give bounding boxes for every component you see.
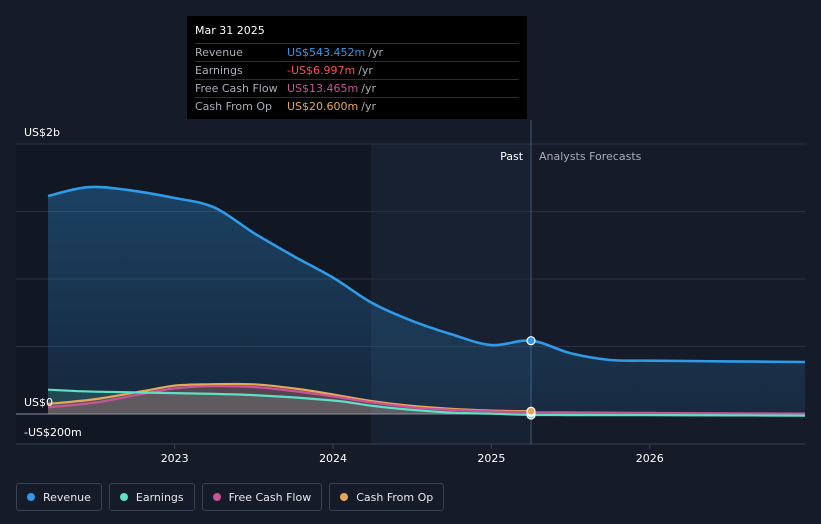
tooltip-row-cash-from-op: Cash From Op US$20.600m /yr (195, 97, 519, 115)
tooltip-row-revenue: Revenue US$543.452m /yr (195, 43, 519, 61)
cash-from-op-dot-icon (340, 493, 349, 501)
revenue-dot-icon (27, 493, 35, 501)
chart-area: US$2b US$0 -US$200m 2023 2024 2025 2026 Past Ana… (16, 120, 806, 465)
legend-label: Earnings (135, 490, 184, 504)
legend-label: Free Cash Flow (228, 490, 312, 504)
legend-label: Revenue (43, 490, 91, 504)
legend-item-revenue[interactable]: Revenue (16, 483, 102, 511)
tooltip-row-free-cash-flow: Free Cash Flow US$13.465m /yr (195, 79, 519, 97)
legend-item-cash-from-op[interactable]: Cash From Op (329, 483, 445, 511)
tooltip-date: Mar 31 2025 (195, 24, 265, 37)
tooltip-row-earnings: Earnings -US$6.997m /yr (195, 61, 519, 79)
hover-tooltip: Mar 31 2025 Revenue US$543.452m /yr Earn… (187, 16, 527, 119)
free-cash-flow-area (48, 386, 805, 414)
free-cash-flow-line (47, 385, 806, 415)
y-label-bottom: -US$200m (24, 426, 82, 439)
forecast-label: Analysts Forecasts (539, 150, 642, 163)
y-label-zero: US$0 (24, 396, 53, 409)
legend-item-free-cash-flow[interactable]: Free Cash Flow (201, 483, 323, 511)
legend-item-earnings[interactable]: Earnings (108, 483, 195, 511)
tooltip-value: US$20.600m (287, 100, 359, 113)
y-label-top: US$2b (24, 126, 60, 139)
earnings-area (48, 389, 805, 416)
tooltip-unit: /yr (358, 64, 373, 77)
revenue-area (48, 186, 805, 414)
revenue-line (47, 185, 806, 364)
tooltip-label: Cash From Op (195, 100, 273, 113)
x-tick-label-2025: 2025 (477, 452, 505, 465)
tooltip-value: US$13.465m (287, 82, 359, 95)
tooltip-label: Earnings (195, 64, 243, 77)
tooltip-label: Free Cash Flow (195, 82, 278, 95)
x-tick-label-2026: 2026 (636, 452, 664, 465)
revenue-marker-point (526, 336, 536, 346)
tooltip-unit: /yr (361, 82, 376, 95)
chart-legend: Revenue Earnings Free Cash Flow Cash Fro… (16, 483, 445, 511)
legend-label: Cash From Op (356, 490, 434, 504)
tooltip-unit: /yr (368, 46, 383, 59)
tooltip-unit: /yr (361, 100, 376, 113)
past-label: Past (500, 150, 524, 163)
tooltip-label: Revenue (195, 46, 243, 59)
earnings-dot-icon (119, 493, 128, 501)
x-tick-label-2024: 2024 (319, 452, 347, 465)
tooltip-value: -US$6.997m (287, 64, 356, 77)
x-tick-label-2023: 2023 (161, 452, 189, 465)
earnings-line (47, 388, 806, 417)
cash-from-op-marker-point (526, 406, 536, 416)
free-cash-flow-dot-icon (212, 493, 221, 501)
tooltip-value: US$543.452m (287, 46, 366, 59)
